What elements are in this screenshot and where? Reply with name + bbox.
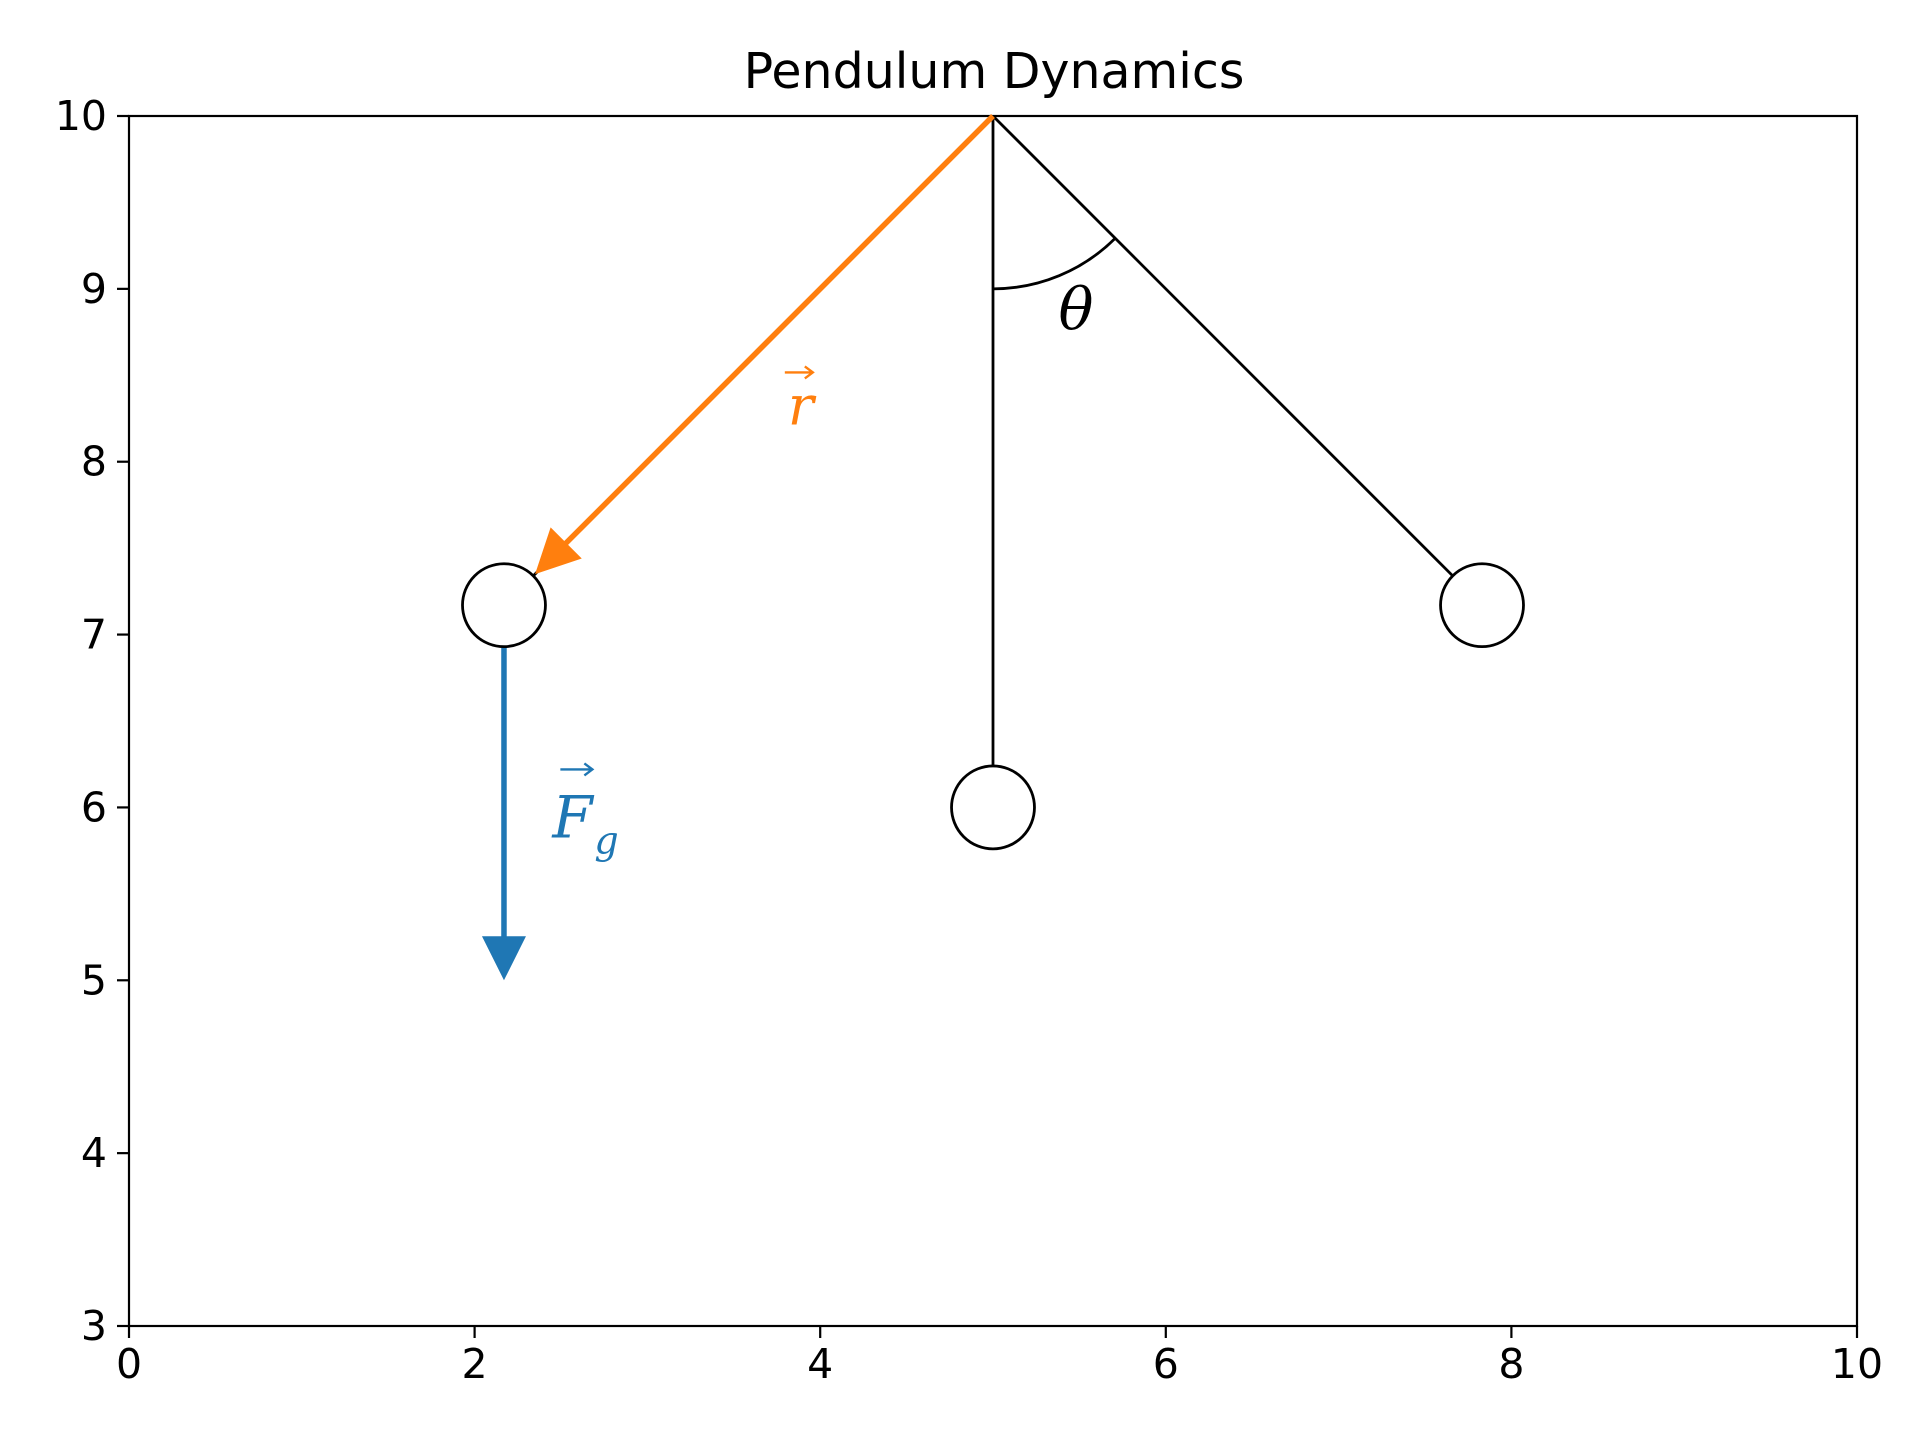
pendulum-bob-right <box>1439 562 1525 649</box>
y-tick-label: 8 <box>81 438 107 486</box>
fg-overarrow <box>560 762 595 777</box>
pendulum-bob-center <box>950 764 1036 851</box>
y-tick-label: 3 <box>81 1302 107 1350</box>
x-tick-label: 2 <box>462 1340 488 1388</box>
theta-arc <box>992 237 1117 291</box>
vector-Fg-head <box>481 936 526 981</box>
diagram-marks: θ r F g <box>461 114 1525 981</box>
y-tick-label: 6 <box>81 783 107 831</box>
theta-label: θ <box>1058 276 1093 344</box>
y-tick-label: 7 <box>81 611 107 659</box>
pendulum-bob-left <box>461 562 547 649</box>
y-axis: 3 4 5 6 7 8 9 10 <box>55 92 129 1350</box>
vector-r-shaft <box>562 114 995 547</box>
y-tick-label: 4 <box>81 1129 107 1177</box>
fg-vector-label: F <box>551 783 594 851</box>
r-overarrow <box>784 365 815 380</box>
pendulum-rod-right <box>992 115 1484 607</box>
x-tick-label: 4 <box>807 1340 833 1388</box>
x-tick-label: 6 <box>1153 1340 1179 1388</box>
y-tick-label: 5 <box>81 956 107 1004</box>
x-tick-label: 10 <box>1831 1340 1883 1388</box>
y-tick-label: 9 <box>81 265 107 313</box>
y-tick-label: 10 <box>55 92 107 140</box>
label-theta: θ <box>1058 276 1093 344</box>
r-vector-label: r <box>788 374 817 437</box>
chart-title: Pendulum Dynamics <box>744 43 1245 100</box>
fg-subscript: g <box>594 818 618 862</box>
x-axis: 0 2 4 6 8 10 <box>116 1326 1883 1388</box>
vector-r-head <box>535 527 582 575</box>
x-tick-label: 8 <box>1498 1340 1524 1388</box>
label-r-label: r <box>784 365 817 437</box>
x-tick-label: 0 <box>116 1340 142 1388</box>
